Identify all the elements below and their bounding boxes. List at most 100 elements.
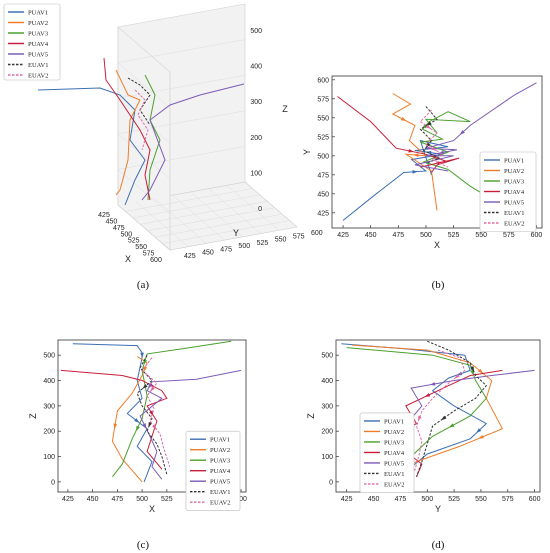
c-x-tick-label: 525 [161,496,173,503]
a-grid-line [117,3,246,28]
c-x-tick-label: 600 [235,496,247,503]
a-x-axis-label: X [125,254,131,264]
b-legend-label: PUAV3 [504,178,524,185]
b-series-puav2-arrow [413,153,419,158]
caption-d: (d) [432,539,445,551]
b-series-puav5-arrow [459,130,465,136]
c-legend-label: PUAV3 [210,458,230,465]
d-series-euav1-arrow [440,415,447,421]
c-legend-label: PUAV4 [210,468,231,475]
c-series-euav1-arrow [148,421,153,428]
c-x-axis-label: X [149,504,155,514]
a-grid-line [226,185,280,231]
b-series-puav3 [420,111,515,214]
c-y-tick-label: 400 [43,378,55,385]
b-legend-box [479,151,537,232]
b-series-puav2-arrow [400,117,407,122]
b-x-tick-label: 475 [392,232,404,239]
a-x-tick-label: 575 [143,251,155,258]
c-y-tick-label: 500 [43,353,55,360]
a-legend-label: PUAV2 [28,20,48,27]
d-legend-label: PUAV1 [384,418,404,425]
d-x-tick-label: 600 [529,496,541,503]
c-y-tick-label: 200 [43,429,55,436]
d-x-tick-label: 575 [502,496,514,503]
d-legend-label: EUAV1 [384,471,404,478]
c-legend-label: PUAV1 [210,437,230,444]
c-series-puav1 [72,343,153,483]
d-legend-label: PUAV4 [384,450,405,457]
d-y-tick-label: 0 [329,479,333,486]
a-grid-line [125,188,253,212]
a-legend-label: PUAV1 [28,9,48,16]
a-series-puav5 [141,83,245,201]
b-x-tick-label: 525 [448,232,460,239]
b-series-puav4 [337,96,460,173]
b-y-tick-label: 525 [317,134,329,141]
d-series-puav5-arrow [429,382,436,386]
b-series-euav1 [419,106,441,164]
c-series-puav3-arrow [135,425,140,432]
a-series-puav1 [37,87,146,206]
a-x-tick-label: 450 [106,218,118,225]
a-legend-label: PUAV4 [28,41,49,48]
a-y-tick-label: 550 [275,237,287,244]
d-legend-label: EUAV2 [384,481,404,488]
d-chart: 425 450 475 500 525 550 575 600 0 100 200 300 400 500… [306,339,541,514]
a-y-tick-label: 500 [238,243,250,250]
a-y-tick-label: 425 [184,253,196,260]
d-legend-label: PUAV3 [384,439,404,446]
d-series-euav1 [416,340,487,477]
d-y-tick-label: 300 [321,403,333,410]
a-x-tick-label: 525 [128,238,140,245]
b-x-tick-label: 450 [365,232,377,239]
b-series-euav1-arrow [426,121,432,126]
d-series-puav3 [346,347,487,488]
c-series-euav2 [141,357,171,467]
b-legend-label: PUAV4 [504,189,525,196]
d-x-tick-label: 475 [395,496,407,503]
c-series-euav2-arrow [152,424,157,430]
c-legend-label: PUAV5 [210,479,230,486]
a-grid-line [117,98,171,144]
a-grid-line [190,191,243,238]
a-grid-line [172,194,225,241]
b-x-tick-label: 575 [503,232,515,239]
c-series-puav1-arrow [140,352,144,359]
a-grid-line [117,62,171,108]
d-x-axis-label: Y [435,504,441,514]
c-y-tick-label: 300 [43,403,55,410]
a-grid-line [117,169,171,215]
a-grid-line [147,207,275,231]
d-legend-box [359,412,415,493]
c-y-tick-label: 0 [51,479,55,486]
c-series-puav5-arrow [148,383,153,389]
b-legend-label: EUAV1 [504,210,524,217]
d-series-puav3-arrow [448,423,455,428]
d-y-tick-label: 200 [321,429,333,436]
b-series-puav1 [342,139,449,221]
b-x-axis-label: X [434,240,440,250]
c-y-tick-label: 100 [43,454,55,461]
d-series-puav1-arrow [476,428,482,434]
d-series-euav1-arrow [470,366,475,372]
b-legend-label: PUAV5 [504,199,524,206]
a-grid-line [154,198,207,244]
a-series-puav2 [115,69,141,196]
c-x-tick-label: 500 [136,496,148,503]
d-series-euav2-arrow [418,415,422,422]
a-series-puav4 [103,57,151,201]
d-legend-label: PUAV2 [384,429,404,436]
d-y-tick-label: 400 [321,378,333,385]
d-y-tick-label: 100 [321,454,333,461]
b-y-tick-label: 425 [317,210,329,217]
a-x-tick-label: 475 [113,225,125,232]
d-y-axis-label: Z [306,413,316,419]
b-series-euav2-arrow [425,124,432,129]
b-legend-label: EUAV2 [504,220,524,227]
c-legend-label: EUAV2 [210,500,230,507]
d-legend-label: PUAV5 [384,460,404,467]
d-series-puav2-arrow [478,434,484,439]
c-legend-label: EUAV1 [210,489,230,496]
